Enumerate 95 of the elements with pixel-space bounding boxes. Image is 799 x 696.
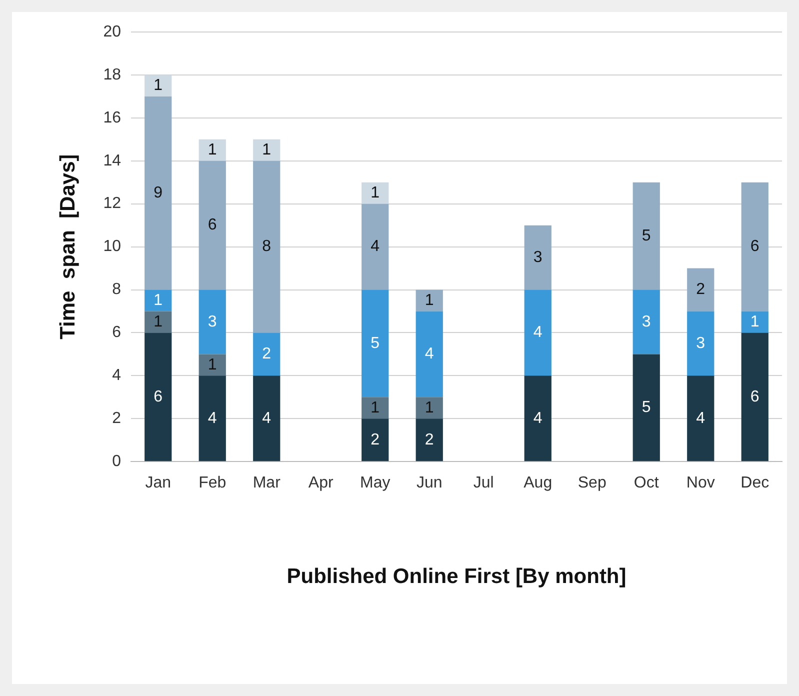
data-label: 1 bbox=[208, 142, 217, 159]
bar bbox=[198, 139, 226, 161]
bar bbox=[741, 332, 768, 462]
data-label: 6 bbox=[154, 388, 163, 406]
data-label: 4 bbox=[533, 410, 542, 427]
x-tick-label: Dec bbox=[740, 474, 770, 492]
data-label: 1 bbox=[154, 313, 163, 330]
data-label: 8 bbox=[262, 238, 272, 256]
data-label: 6 bbox=[750, 388, 760, 406]
data-label: 2 bbox=[696, 281, 706, 298]
bar bbox=[144, 311, 172, 333]
x-tick-label: Jan bbox=[145, 474, 172, 492]
y-tick-label: 2 bbox=[112, 410, 122, 428]
bar bbox=[687, 311, 714, 376]
y-tick-label: 0 bbox=[112, 453, 122, 470]
data-label: 1 bbox=[154, 292, 163, 309]
bar bbox=[198, 160, 226, 290]
data-label: 1 bbox=[154, 77, 163, 94]
data-label: 1 bbox=[370, 399, 380, 416]
bar bbox=[144, 96, 172, 290]
bar bbox=[144, 332, 172, 462]
data-label: 5 bbox=[642, 399, 651, 416]
bar bbox=[687, 268, 714, 312]
bar bbox=[144, 290, 172, 312]
bar bbox=[362, 418, 389, 462]
data-label: 2 bbox=[262, 346, 272, 363]
y-axis-title: Time span [Days] bbox=[56, 154, 80, 340]
data-label: 1 bbox=[424, 292, 434, 309]
bar bbox=[687, 376, 714, 462]
data-label: 3 bbox=[696, 334, 706, 352]
x-tick-label: Nov bbox=[686, 474, 715, 492]
data-label: 1 bbox=[208, 356, 217, 374]
bar bbox=[253, 376, 280, 462]
data-label: 3 bbox=[533, 248, 542, 266]
data-label: 6 bbox=[750, 238, 760, 256]
data-label: 4 bbox=[262, 410, 272, 427]
y-tick-label: 6 bbox=[112, 324, 122, 342]
bar bbox=[253, 332, 280, 376]
bar bbox=[416, 418, 443, 462]
y-tick-label: 8 bbox=[112, 281, 122, 298]
data-label: 1 bbox=[370, 184, 380, 202]
bar bbox=[362, 204, 389, 290]
bar bbox=[741, 311, 768, 333]
bar bbox=[741, 182, 768, 312]
bar bbox=[416, 290, 443, 312]
data-label: 3 bbox=[642, 313, 651, 330]
x-tick-label: Sep bbox=[578, 474, 606, 492]
bar bbox=[198, 290, 226, 354]
y-tick-label: 14 bbox=[103, 152, 122, 170]
x-tick-label: May bbox=[360, 474, 390, 492]
y-tick-label: 12 bbox=[103, 195, 122, 212]
data-label: 4 bbox=[208, 410, 217, 427]
bar bbox=[632, 182, 660, 290]
x-axis-title: Published Online First [By month] bbox=[286, 565, 626, 588]
bar bbox=[416, 311, 443, 398]
data-label: 2 bbox=[370, 431, 380, 448]
x-tick-label: Mar bbox=[252, 474, 282, 492]
x-tick-label: Jul bbox=[473, 474, 494, 492]
data-label: 1 bbox=[424, 399, 434, 416]
x-tick-label: Apr bbox=[308, 474, 334, 492]
bar bbox=[253, 160, 280, 333]
y-tick-label: 16 bbox=[103, 109, 122, 126]
bar bbox=[524, 376, 552, 462]
x-tick-label: Feb bbox=[198, 474, 226, 492]
bar bbox=[198, 376, 226, 462]
x-tick-label: Aug bbox=[524, 474, 552, 492]
data-label: 4 bbox=[370, 238, 380, 256]
data-label: 5 bbox=[642, 227, 651, 244]
y-tick-label: 20 bbox=[103, 23, 122, 40]
data-label: 1 bbox=[750, 313, 760, 330]
y-tick-label: 18 bbox=[103, 66, 122, 84]
bar bbox=[632, 354, 660, 462]
data-label: 6 bbox=[208, 216, 217, 234]
bar bbox=[632, 290, 660, 354]
data-label: 4 bbox=[696, 410, 706, 427]
y-tick-label: 4 bbox=[112, 367, 122, 384]
bar bbox=[524, 290, 552, 376]
y-tick-label: 10 bbox=[103, 238, 122, 256]
x-tick-label: Jun bbox=[416, 474, 442, 492]
x-tick-label: Oct bbox=[634, 474, 660, 492]
bar bbox=[524, 225, 552, 290]
bar bbox=[253, 139, 280, 161]
bar bbox=[362, 397, 389, 419]
data-label: 3 bbox=[208, 313, 217, 330]
bar bbox=[362, 182, 389, 204]
data-label: 5 bbox=[370, 334, 380, 352]
data-label: 4 bbox=[533, 324, 542, 342]
data-label: 1 bbox=[262, 142, 272, 159]
bar bbox=[144, 74, 172, 96]
bar bbox=[362, 290, 389, 398]
data-label: 2 bbox=[424, 431, 434, 448]
data-label: 9 bbox=[154, 184, 163, 202]
bar bbox=[198, 354, 226, 376]
bar bbox=[416, 397, 443, 419]
data-label: 4 bbox=[424, 346, 434, 363]
